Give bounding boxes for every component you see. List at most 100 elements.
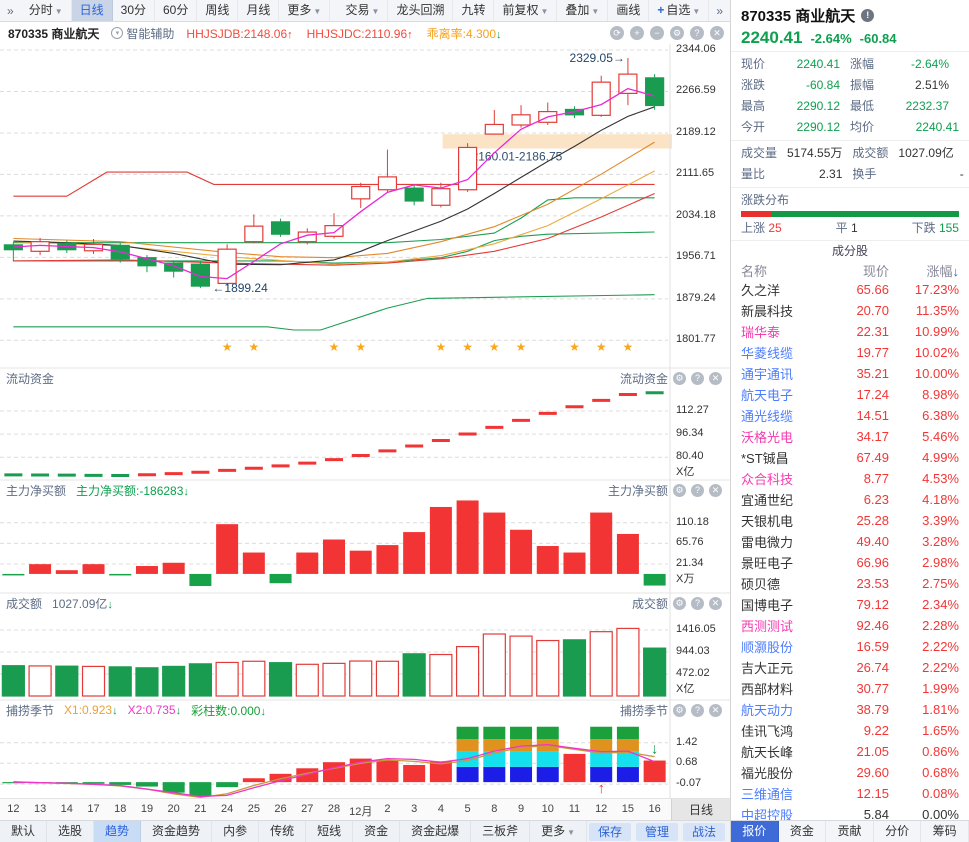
zoom-out-icon[interactable]: − [650, 26, 664, 40]
panel-tab-0[interactable]: 报价 [731, 821, 779, 842]
constituent-row[interactable]: 沃格光电 34.17 5.46% [741, 426, 959, 447]
close-icon[interactable]: ✕ [709, 371, 722, 385]
strategy-tab-7[interactable]: 资金 [353, 821, 401, 842]
constituent-row[interactable]: 景旺电子 66.96 2.98% [741, 552, 959, 573]
period-tab-2[interactable]: 30分 [113, 0, 155, 21]
panel-tab-2[interactable]: 贡献 [826, 821, 874, 842]
tool-button-5[interactable]: 画线 [608, 0, 650, 21]
constituent-row[interactable]: 通宇通讯 35.21 10.00% [741, 363, 959, 384]
constituent-row[interactable]: 航天长峰 21.05 0.86% [741, 741, 959, 762]
action-button-1[interactable]: 管理 [635, 822, 678, 841]
constituent-row[interactable]: 众合科技 8.77 4.53% [741, 468, 959, 489]
candle [458, 146, 478, 191]
info-icon[interactable]: ! [861, 9, 875, 22]
panel-tab-3[interactable]: 分价 [874, 821, 922, 842]
period-tab-5[interactable]: 月线 [238, 0, 280, 21]
tool-button-0[interactable]: 交易 ▼ [338, 0, 389, 21]
settings-icon[interactable]: ⚙ [673, 596, 686, 610]
constituent-row[interactable]: 国博电子 79.12 2.34% [741, 594, 959, 615]
period-tab-4[interactable]: 周线 [197, 0, 239, 21]
candle [484, 123, 504, 135]
settings-icon[interactable]: ⚙ [673, 703, 686, 717]
constituent-row[interactable]: 瑞华泰 22.31 10.99% [741, 321, 959, 342]
constituents-header[interactable]: 名称 现价 涨幅↓ [741, 261, 959, 279]
constituent-name: 西测测试 [741, 619, 794, 634]
strategy-tab-6[interactable]: 短线 [306, 821, 354, 842]
constituent-row[interactable]: 中超控股 5.84 0.00% [741, 804, 959, 825]
expand-toolbar-icon[interactable]: » [7, 3, 14, 18]
constituent-name: 众合科技 [741, 472, 794, 487]
constituent-row[interactable]: 西部材料 30.77 1.99% [741, 678, 959, 699]
x-axis-date: 4 [437, 803, 444, 815]
constituent-change: 4.99% [922, 450, 959, 465]
tool-button-1[interactable]: 龙头回溯 [388, 0, 454, 21]
strategy-tab-9[interactable]: 三板斧 [471, 821, 531, 842]
strategy-tab-5[interactable]: 传统 [259, 821, 307, 842]
period-tab-3[interactable]: 60分 [155, 0, 198, 21]
constituent-row[interactable]: 航天动力 38.79 1.81% [741, 699, 959, 720]
constituent-row[interactable]: 硕贝德 23.53 2.75% [741, 573, 959, 594]
quote-value: 2290.12 [796, 99, 840, 113]
zoom-in-icon[interactable]: + [630, 26, 644, 40]
strategy-tab-8[interactable]: 资金起爆 [400, 821, 472, 842]
action-button-0[interactable]: 保存 [588, 822, 631, 841]
settings-icon[interactable]: ⚙ [673, 483, 686, 497]
constituent-row[interactable]: 雷电微力 49.40 3.28% [741, 531, 959, 552]
down-arrow-icon: ↓ [496, 28, 502, 41]
constituent-row[interactable]: 宜通世纪 6.23 4.18% [741, 489, 959, 510]
settings-icon[interactable]: ⚙ [670, 26, 684, 40]
close-icon[interactable]: ✕ [709, 703, 722, 717]
strategy-tab-1[interactable]: 选股 [47, 821, 95, 842]
constituent-row[interactable]: 吉大正元 26.74 2.22% [741, 657, 959, 678]
constituent-row[interactable]: 顺灏股份 16.59 2.22% [741, 636, 959, 657]
strategy-tab-0[interactable]: 默认 [0, 821, 48, 842]
smart-assist-toggle[interactable]: ▾ 智能辅助 [111, 25, 174, 42]
panel-tab-4[interactable]: 筹码 [921, 821, 969, 842]
quote-label: 量比 [741, 167, 766, 181]
close-icon[interactable]: ✕ [710, 26, 724, 40]
strategy-tab-3[interactable]: 资金趋势 [141, 821, 213, 842]
period-tab-0[interactable]: 分时 ▼ [21, 0, 72, 21]
constituent-price: 29.60 [856, 765, 889, 780]
constituent-row[interactable]: 天银机电 25.28 3.39% [741, 510, 959, 531]
strategy-tab-10[interactable]: 更多 ▼ [530, 821, 588, 842]
constituent-row[interactable]: 航天电子 17.24 8.98% [741, 384, 959, 405]
help-icon[interactable]: ? [691, 703, 704, 717]
constituent-row[interactable]: 西测测试 92.46 2.28% [741, 615, 959, 636]
close-icon[interactable]: ✕ [709, 596, 722, 610]
strategy-tab-4[interactable]: 内参 [212, 821, 260, 842]
col-change-sort: 涨幅↓ [926, 264, 959, 279]
panel-tab-1[interactable]: 资金 [779, 821, 827, 842]
period-tab-6[interactable]: 更多 ▼ [279, 0, 331, 21]
constituent-row[interactable]: 久之洋 65.66 17.23% [741, 279, 959, 300]
candle [3, 244, 23, 251]
action-button-2[interactable]: 战法 [682, 822, 725, 841]
tool-button-3[interactable]: 前复权 ▼ [494, 0, 558, 21]
chart-canvas[interactable]: 2160.01-2186.75 2329.05→ ←1899.24 ★ ★ ★ ★ ★ ★ ★ ★ ★… [0, 44, 730, 799]
close-icon[interactable]: ✕ [709, 483, 722, 497]
constituent-row[interactable]: 新晨科技 20.70 11.35% [741, 300, 959, 321]
settings-icon[interactable]: ⚙ [673, 371, 686, 385]
indicator-item-0: HHJSJDB:2148.06↑ [186, 27, 292, 41]
constituent-row[interactable]: 华菱线缆 19.77 10.02% [741, 342, 959, 363]
constituent-row[interactable]: 通光线缆 14.51 6.38% [741, 405, 959, 426]
chevron-down-circle-icon: ▾ [111, 27, 124, 39]
help-icon[interactable]: ? [691, 371, 704, 385]
period-tab-1[interactable]: 日线 [71, 0, 113, 21]
chevron-down-icon: ▼ [692, 7, 701, 16]
strategy-tab-2[interactable]: 趋势 [94, 821, 142, 842]
more-tools-icon[interactable]: » [716, 3, 723, 18]
constituent-row[interactable]: 三维通信 12.15 0.08% [741, 783, 959, 804]
tool-button-6[interactable]: + 自选 ▼ [649, 0, 710, 21]
help-icon[interactable]: ? [691, 596, 704, 610]
help-icon[interactable]: ? [690, 26, 704, 40]
help-icon[interactable]: ? [691, 483, 704, 497]
quote-label: 成交量 [741, 146, 778, 160]
constituent-row[interactable]: 佳讯飞鸿 9.22 1.65% [741, 720, 959, 741]
x-axis-date: 28 [327, 803, 341, 815]
refresh-icon[interactable]: ⟳ [610, 26, 624, 40]
constituent-row[interactable]: *ST铖昌 67.49 4.99% [741, 447, 959, 468]
tool-button-4[interactable]: 叠加 ▼ [557, 0, 609, 21]
constituent-row[interactable]: 福光股份 29.60 0.68% [741, 762, 959, 783]
tool-button-2[interactable]: 九转 [453, 0, 495, 21]
